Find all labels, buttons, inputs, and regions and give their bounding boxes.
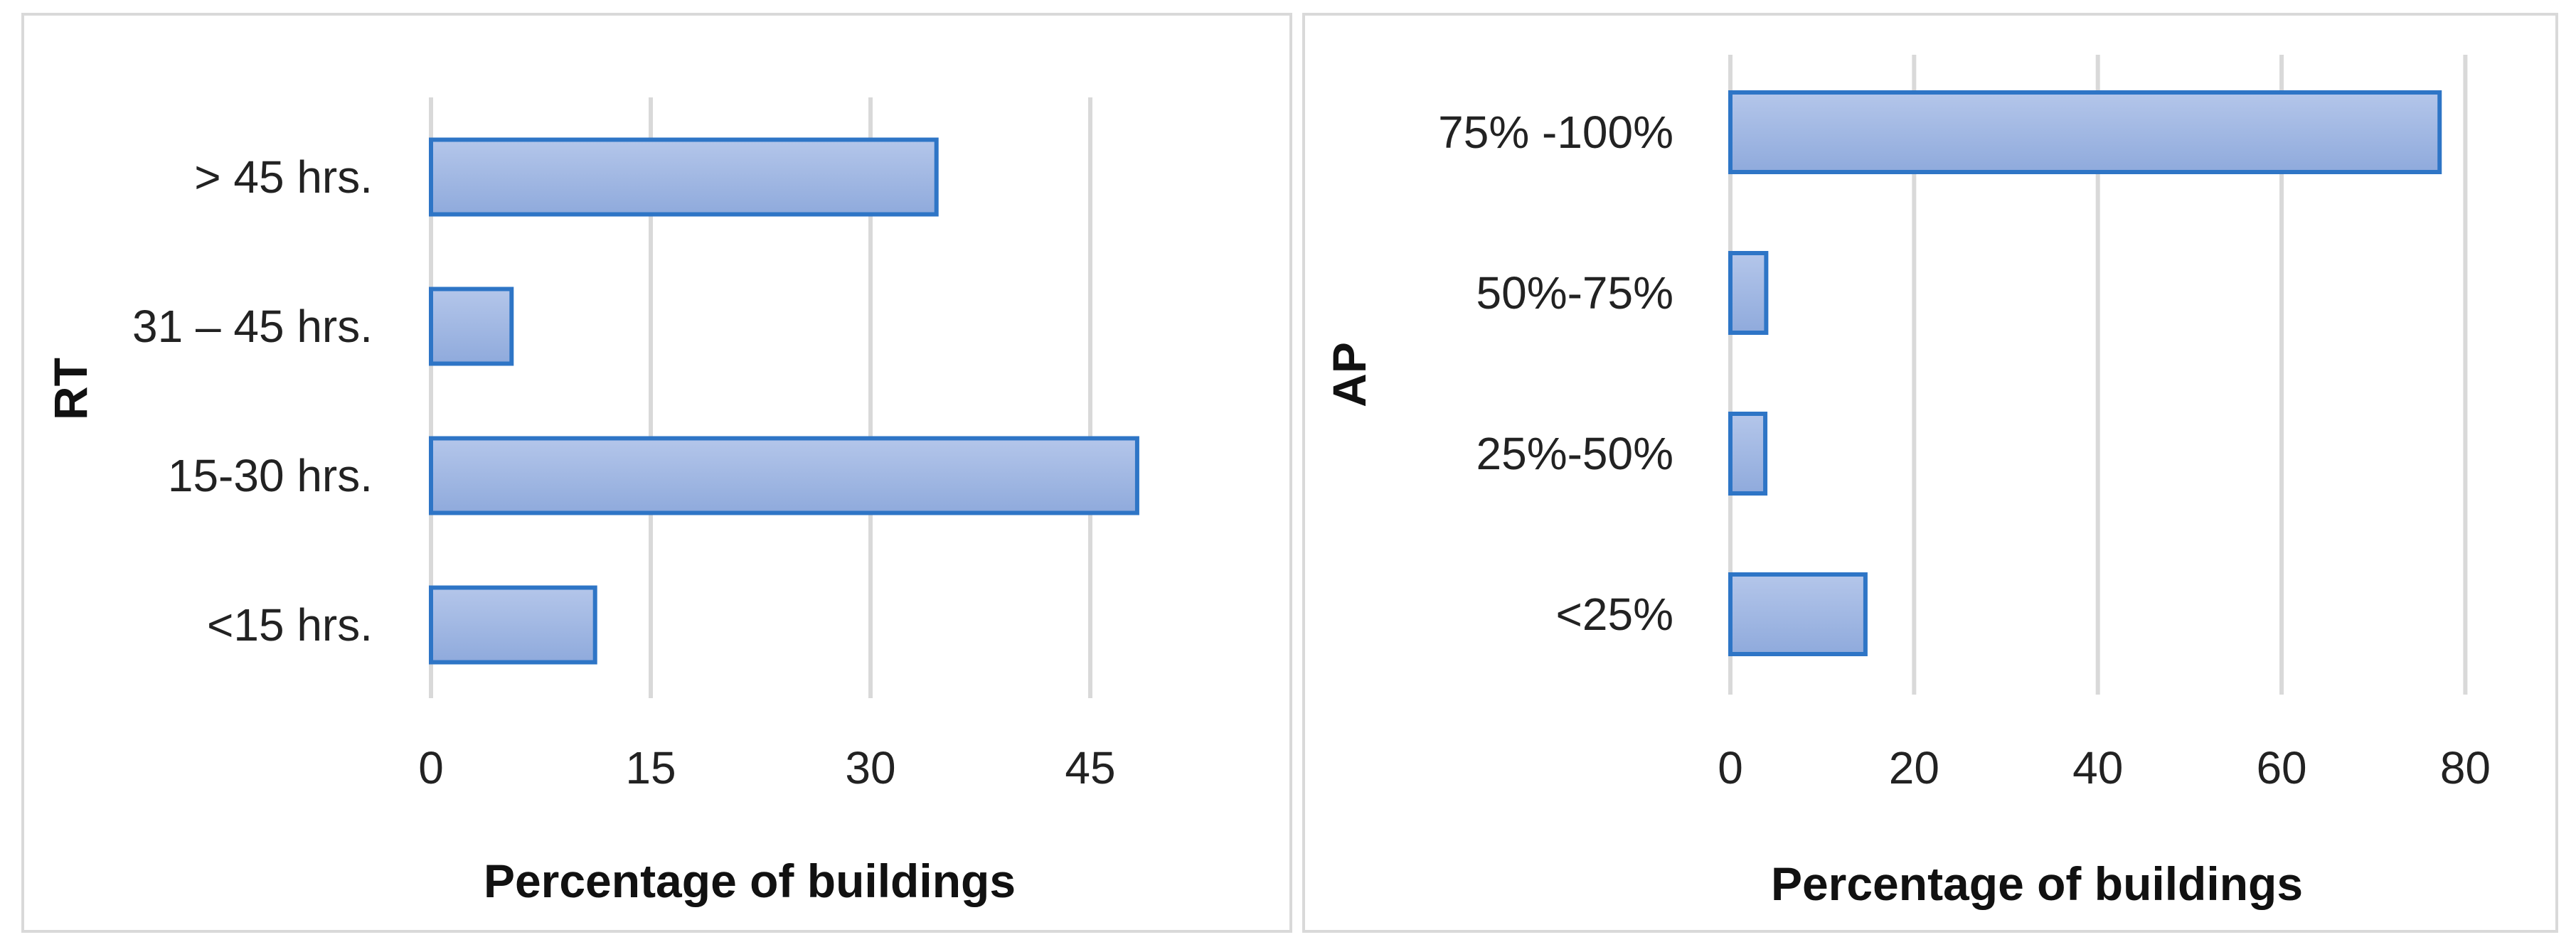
x-tick-label: 80 <box>2440 742 2491 793</box>
bar <box>1728 251 1769 335</box>
category-label: 31 – 45 hrs. <box>132 301 373 352</box>
x-tick-label: 20 <box>1889 742 1939 793</box>
rt-bar-chart: 0 15 30 45 > 45 hrs. 31 – 45 hrs. 15-30 hrs. <1… <box>44 97 1139 907</box>
chart-panel-rt: 0 15 30 45 > 45 hrs. 31 – 45 hrs. 15-30 hrs. <1… <box>21 13 1292 933</box>
x-tick-label: 40 <box>2072 742 2123 793</box>
bar <box>1728 572 1868 656</box>
x-axis-title: Percentage of buildings <box>1771 857 2303 910</box>
x-tick-label: 0 <box>418 742 444 793</box>
x-tick-label: 30 <box>845 742 895 793</box>
category-label: 50%-75% <box>1476 267 1674 319</box>
bar <box>429 287 514 366</box>
bar <box>1728 90 2442 174</box>
category-label: 75% -100% <box>1438 107 1673 158</box>
x-tick-label: 15 <box>625 742 676 793</box>
x-tick-label: 60 <box>2256 742 2306 793</box>
y-axis-title: RT <box>44 358 97 420</box>
bar <box>429 585 597 665</box>
chart-panel-ap: 0 20 40 60 80 75% -100% 50%-75% 25%-50% <25% Per… <box>1302 13 2558 933</box>
category-label: > 45 hrs. <box>194 151 373 203</box>
y-axis-title: AP <box>1323 342 1375 407</box>
ap-bar-chart: 0 20 40 60 80 75% -100% 50%-75% 25%-50% <25% Per… <box>1323 55 2491 910</box>
category-label: <15 hrs. <box>207 599 373 651</box>
bar <box>429 137 939 217</box>
category-label: 25%-50% <box>1476 428 1674 479</box>
x-tick-label: 0 <box>1718 742 1743 793</box>
x-tick-label: 45 <box>1065 742 1115 793</box>
category-label: 15-30 hrs. <box>168 450 373 501</box>
category-label: <25% <box>1556 589 1673 640</box>
x-axis-title: Percentage of buildings <box>484 855 1016 907</box>
bar <box>429 436 1139 515</box>
bar <box>1728 412 1768 496</box>
